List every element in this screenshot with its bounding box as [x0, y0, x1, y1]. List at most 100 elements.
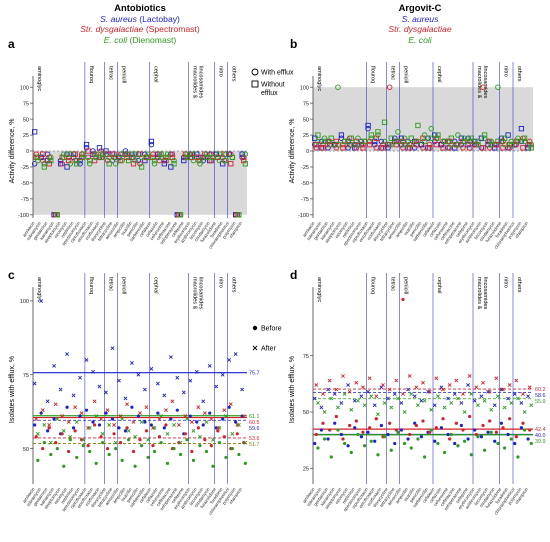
point-before-d	[423, 455, 427, 459]
point-without-efflux-b	[361, 138, 368, 145]
point-without-efflux-a	[35, 154, 41, 161]
point-after-d	[439, 385, 444, 390]
point-before-d	[349, 450, 353, 455]
point-with-efflux-a	[48, 154, 54, 161]
point-after-d	[481, 380, 485, 385]
point-without-efflux-a	[80, 151, 86, 157]
point-with-efflux-b	[401, 135, 408, 141]
point-before-c	[49, 452, 53, 457]
point-with-efflux-a	[184, 151, 190, 157]
point-after-d	[406, 387, 410, 392]
point-before-c	[125, 426, 129, 430]
point-before-c	[65, 405, 69, 409]
point-after-c	[84, 358, 89, 362]
legend-label-c: After	[261, 346, 276, 353]
point-without-efflux-a	[177, 212, 184, 218]
point-before-d	[354, 419, 358, 423]
point-without-efflux-b	[335, 141, 341, 148]
point-without-efflux-b	[448, 135, 454, 141]
point-after-d	[452, 392, 457, 396]
point-before-c	[195, 420, 199, 424]
point-before-c	[208, 411, 212, 415]
point-after-c	[65, 352, 69, 356]
point-before-d	[334, 414, 338, 419]
point-with-efflux-b	[325, 145, 331, 151]
point-after-d	[322, 410, 327, 414]
point-before-d	[386, 432, 390, 437]
mean-line-label-c: 75.7	[249, 371, 260, 377]
point-before-d	[389, 448, 393, 452]
point-with-efflux-a	[171, 157, 177, 164]
point-after-c	[136, 372, 141, 377]
point-with-efflux-a	[61, 151, 67, 157]
group-label-d: penicill	[403, 277, 409, 294]
point-without-efflux-b	[395, 138, 401, 145]
panel-letter-b: b	[290, 37, 297, 51]
point-without-efflux-b	[321, 138, 328, 145]
point-with-efflux-a	[46, 154, 52, 161]
point-after-d	[462, 410, 467, 414]
point-without-efflux-a	[145, 154, 151, 161]
y-tick-label-b: 100	[300, 85, 309, 91]
point-before-c	[146, 455, 150, 460]
point-after-d	[409, 392, 414, 396]
point-with-efflux-a	[91, 151, 98, 157]
point-after-d	[381, 383, 385, 387]
point-after-c	[32, 381, 37, 386]
point-after-d	[349, 407, 354, 412]
point-with-efflux-b	[451, 138, 458, 145]
point-with-efflux-b	[460, 145, 466, 151]
y-tick-label-b: -75	[301, 197, 309, 203]
group-label-d: tetrac	[389, 277, 395, 291]
point-after-d	[316, 401, 320, 405]
point-after-c	[35, 431, 40, 436]
mean-line-label-d: 39.9	[535, 439, 546, 445]
point-before-c	[140, 444, 144, 448]
point-after-c	[81, 437, 86, 442]
point-before-d	[506, 432, 510, 437]
point-with-efflux-b	[505, 145, 511, 151]
point-after-d	[441, 387, 445, 392]
point-with-efflux-b	[501, 141, 508, 148]
point-after-d	[449, 401, 454, 405]
point-before-d	[339, 432, 343, 437]
point-with-efflux-b	[433, 135, 440, 141]
point-with-efflux-b	[398, 141, 405, 148]
legend-marker-a	[251, 80, 259, 88]
point-after-c	[53, 402, 58, 407]
point-before-d	[523, 428, 527, 432]
point-after-c	[155, 381, 160, 386]
legend-label-c: Before	[261, 326, 282, 333]
left-species-2: Str. dysgalactiae (Spectromast)	[80, 24, 200, 34]
point-with-efflux-b	[480, 84, 486, 90]
point-without-efflux-b	[415, 122, 421, 129]
point-before-c	[178, 452, 183, 457]
point-without-efflux-a	[85, 148, 91, 154]
point-with-efflux-b	[371, 141, 378, 148]
point-before-c	[36, 458, 40, 462]
point-before-c	[237, 452, 241, 457]
point-after-c	[78, 375, 82, 380]
point-before-d	[408, 432, 412, 437]
point-without-efflux-b	[440, 145, 446, 151]
point-without-efflux-b	[418, 141, 425, 148]
point-before-d	[476, 435, 480, 439]
point-without-efflux-b	[421, 138, 428, 145]
point-before-c	[39, 411, 43, 415]
point-before-d	[473, 428, 477, 432]
point-with-efflux-a	[41, 161, 48, 167]
point-after-c	[230, 431, 235, 436]
point-without-efflux-b	[398, 135, 405, 141]
point-before-d	[328, 428, 332, 432]
point-after-c	[164, 408, 168, 413]
y-tick-label-b: 75	[303, 101, 309, 107]
point-with-efflux-b	[388, 141, 395, 148]
point-after-d	[339, 401, 344, 405]
point-after-c	[209, 417, 214, 421]
point-after-d	[527, 385, 532, 390]
point-after-d	[526, 394, 530, 399]
point-with-efflux-a	[132, 157, 138, 164]
point-after-d	[456, 396, 460, 401]
point-after-d	[422, 398, 427, 403]
point-with-efflux-b	[458, 141, 465, 148]
